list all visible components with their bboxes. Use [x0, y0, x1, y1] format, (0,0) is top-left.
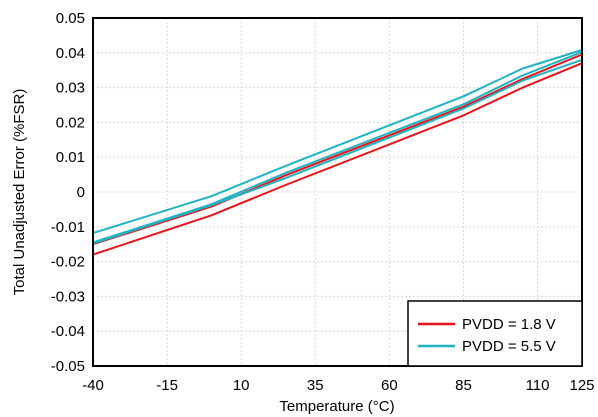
x-axis-ticks: -40 -15 10 35 60 85 110 125	[82, 377, 594, 394]
y-tick-label: 0.02	[56, 114, 85, 131]
x-tick-label: 110	[526, 377, 550, 394]
x-tick-label: -40	[82, 377, 104, 394]
x-tick-label: 35	[307, 377, 324, 394]
y-tick-label: -0.01	[51, 219, 85, 236]
series-line-1	[92, 62, 583, 256]
y-tick-label: -0.03	[51, 288, 85, 305]
y-tick-label: 0.05	[56, 10, 85, 27]
x-tick-label: 85	[455, 377, 472, 394]
series-line-5	[92, 51, 583, 244]
legend-box	[407, 300, 583, 367]
series-line-3	[92, 49, 583, 235]
x-tick-label: -15	[156, 377, 178, 394]
y-tick-label: 0.04	[56, 45, 85, 62]
y-tick-label: -0.02	[51, 254, 85, 271]
legend: PVDD = 1.8 V PVDD = 5.5 V	[407, 300, 583, 367]
y-tick-label: -0.05	[51, 358, 85, 375]
y-axis-title: Total Unadjusted Error (%FSR)	[11, 89, 28, 296]
y-tick-label: 0.01	[56, 149, 85, 166]
legend-label-2: PVDD = 5.5 V	[462, 338, 556, 355]
series-line-2	[92, 53, 583, 246]
y-tick-label: -0.04	[51, 323, 85, 340]
y-tick-label: 0.03	[56, 80, 85, 97]
x-tick-label: 10	[233, 377, 250, 394]
y-axis-ticks: -0.05 -0.04 -0.03 -0.02 -0.01 0 0.01 0.02 0.03 0.…	[51, 10, 85, 375]
x-tick-label: 125	[569, 377, 594, 394]
y-tick-label: 0	[77, 184, 85, 201]
series-group	[92, 49, 583, 256]
legend-label-1: PVDD = 1.8 V	[462, 316, 556, 333]
x-tick-label: 60	[381, 377, 398, 394]
x-axis-title: Temperature (°C)	[279, 398, 394, 415]
plot-frame	[92, 17, 583, 367]
